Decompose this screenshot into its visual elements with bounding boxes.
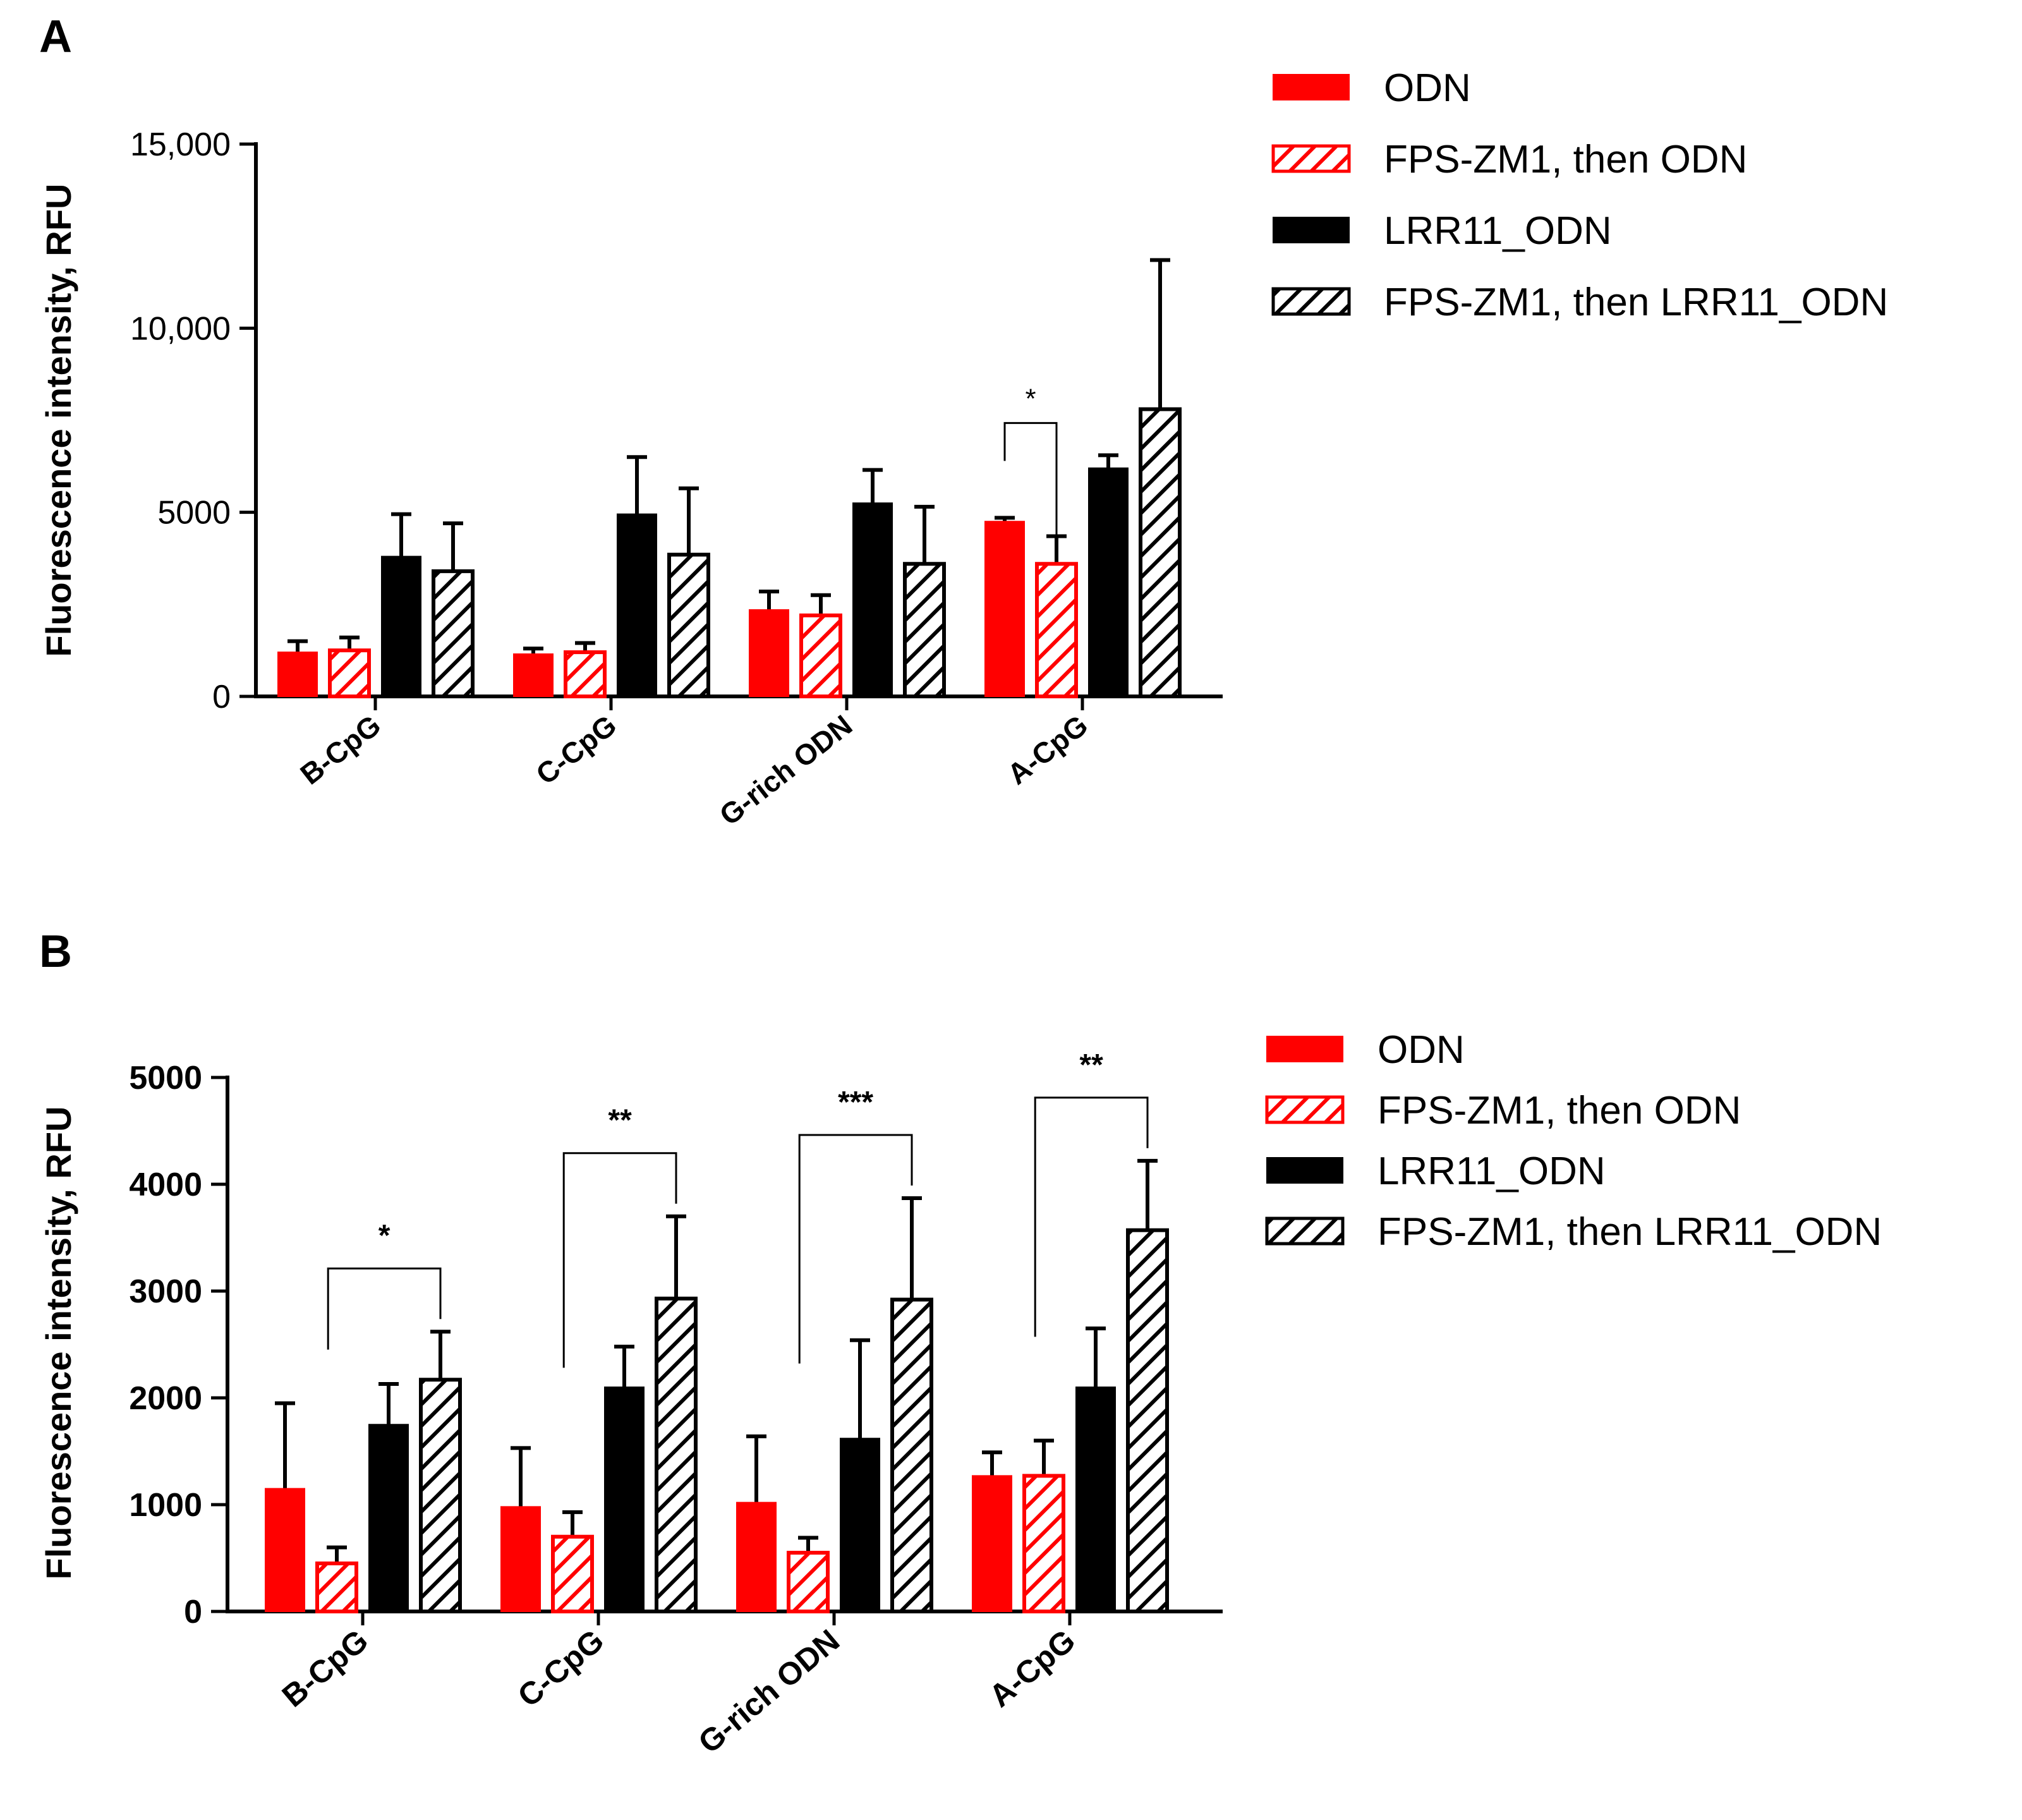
x-tick-label: G-rich ODN xyxy=(692,1623,847,1761)
legend-label: FPS-ZM1, then ODN xyxy=(1377,1089,1741,1132)
legend-label: FPS-ZM1, then LRR11_ODN xyxy=(1377,1210,1882,1254)
y-tick-label: 4000 xyxy=(129,1167,202,1203)
x-tick-label: G-rich ODN xyxy=(713,708,858,832)
y-axis-label: Fluorescence intensity, RFU xyxy=(39,1107,78,1580)
bar xyxy=(617,513,657,698)
y-tick-label: 0 xyxy=(212,679,231,715)
bar xyxy=(328,648,371,698)
bar xyxy=(840,1438,880,1612)
x-tick-label: A-CpG xyxy=(983,1623,1082,1714)
legend-label: LRR11_ODN xyxy=(1384,209,1612,253)
legend-label: LRR11_ODN xyxy=(1377,1150,1606,1193)
x-tick-label: B-CpG xyxy=(275,1623,375,1714)
bar xyxy=(500,1506,541,1612)
bar xyxy=(749,609,789,697)
bar xyxy=(667,552,710,698)
bar xyxy=(984,521,1025,697)
panel-label-b: B xyxy=(39,926,72,977)
bar xyxy=(315,1561,358,1613)
y-tick-label: 5000 xyxy=(157,495,231,531)
x-tick-label: C-CpG xyxy=(530,708,622,791)
significance-label: * xyxy=(378,1219,390,1253)
significance-label: ** xyxy=(1079,1048,1103,1082)
bar xyxy=(655,1296,698,1614)
legend-label: FPS-ZM1, then LRR11_ODN xyxy=(1384,281,1888,324)
legend-swatch xyxy=(1273,74,1350,100)
bar xyxy=(972,1475,1012,1613)
significance-bracket xyxy=(1003,422,1058,552)
legend-label: FPS-ZM1, then ODN xyxy=(1384,138,1747,181)
bar xyxy=(368,1424,409,1612)
y-tick-label: 5000 xyxy=(129,1060,202,1096)
x-tick-label: B-CpG xyxy=(294,708,387,791)
panel-label-a: A xyxy=(39,11,72,62)
significance-label: * xyxy=(1025,383,1036,414)
legend-swatch xyxy=(1266,1036,1343,1062)
bar xyxy=(604,1386,645,1613)
bar xyxy=(564,650,607,698)
y-tick-label: 10,000 xyxy=(130,310,231,347)
bar xyxy=(513,653,554,697)
y-tick-label: 2000 xyxy=(129,1380,202,1417)
legend-swatch xyxy=(1265,1095,1345,1124)
legend-label: ODN xyxy=(1377,1028,1465,1072)
bar xyxy=(265,1488,305,1612)
significance-bracket xyxy=(798,1134,913,1364)
y-axis-label: Fluorescence intensity, RFU xyxy=(39,184,78,657)
legend-swatch xyxy=(1273,217,1350,243)
bar xyxy=(890,1297,933,1614)
x-tick-label: A-CpG xyxy=(1001,708,1094,791)
significance-label: ** xyxy=(608,1104,632,1138)
y-tick-label: 0 xyxy=(184,1594,202,1630)
legend-swatch xyxy=(1271,287,1351,316)
legend-swatch xyxy=(1265,1216,1345,1246)
significance-bracket xyxy=(327,1267,442,1350)
bar xyxy=(1075,1386,1116,1613)
legend-swatch xyxy=(1266,1157,1343,1184)
bar xyxy=(1139,407,1182,699)
panel-a-chart: 0 5000 10,000 15,000 Fluorescence intensity,… xyxy=(39,66,1888,832)
bar xyxy=(551,1534,594,1613)
bar xyxy=(1088,467,1129,697)
legend-swatch xyxy=(1271,144,1351,173)
bar xyxy=(1035,562,1078,698)
legend-label: ODN xyxy=(1384,66,1471,110)
significance-bracket xyxy=(562,1152,677,1368)
bar xyxy=(381,555,421,697)
bar xyxy=(903,562,946,698)
bar xyxy=(1022,1474,1065,1614)
y-tick-label: 1000 xyxy=(129,1487,202,1524)
bar xyxy=(799,613,842,699)
bar xyxy=(787,1551,830,1614)
panel-b-chart: 0 1000 2000 3000 4000 5000 Fluorescence intens… xyxy=(39,1028,1882,1760)
bar xyxy=(419,1378,462,1614)
significance-bracket xyxy=(1034,1096,1149,1337)
bar xyxy=(277,652,318,697)
bar xyxy=(736,1502,777,1613)
bar xyxy=(1126,1228,1169,1614)
x-tick-label: C-CpG xyxy=(511,1623,610,1714)
bar xyxy=(432,569,475,698)
significance-label: *** xyxy=(838,1086,873,1119)
y-tick-label: 3000 xyxy=(129,1273,202,1310)
y-tick-label: 15,000 xyxy=(130,126,231,163)
bar xyxy=(852,502,893,697)
